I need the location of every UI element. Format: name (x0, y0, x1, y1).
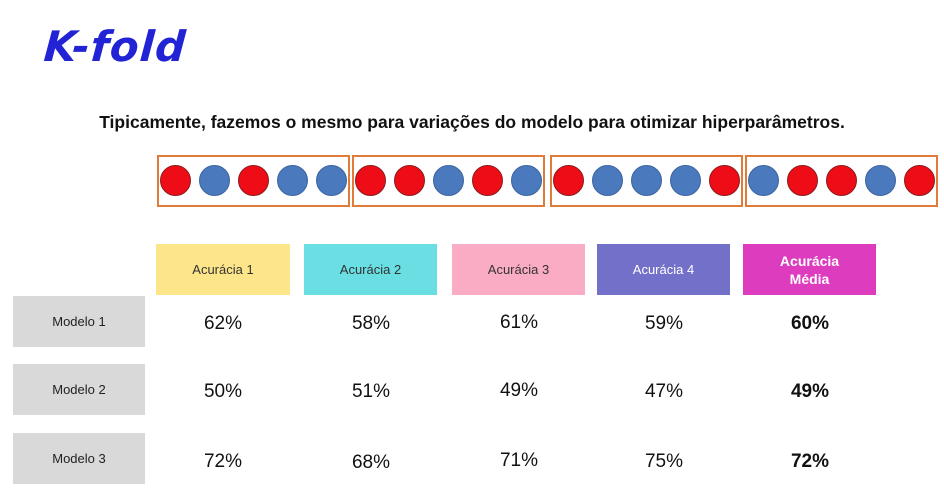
blue-sample-dot (631, 165, 662, 196)
red-sample-dot (826, 165, 857, 196)
blue-sample-dot (670, 165, 701, 196)
fold-box-4 (745, 155, 938, 207)
value-cell: 71% (499, 450, 539, 471)
value-cell: 50% (203, 381, 243, 402)
blue-sample-dot (865, 165, 896, 196)
avg-value-cell: 49% (790, 381, 830, 402)
red-sample-dot (472, 165, 503, 196)
value-cell: 72% (203, 451, 243, 472)
value-cell: 58% (351, 313, 391, 334)
header-label: Acurácia 2 (339, 262, 402, 277)
value-cell: 47% (644, 381, 684, 402)
header-label: Acurácia 1 (192, 262, 254, 277)
red-sample-dot (904, 165, 935, 196)
header-label: Acurácia 4 (632, 262, 695, 277)
slide-subtitle: Tipicamente, fazemos o mesmo para variaç… (99, 112, 845, 132)
red-sample-dot (787, 165, 818, 196)
header-acuracia-media: Acurácia Média (743, 244, 876, 295)
blue-sample-dot (277, 165, 308, 196)
avg-value-cell: 72% (790, 451, 830, 472)
red-sample-dot (394, 165, 425, 196)
blue-sample-dot (433, 165, 464, 196)
red-sample-dot (160, 165, 191, 196)
red-sample-dot (553, 165, 584, 196)
value-cell: 59% (644, 313, 684, 334)
red-sample-dot (238, 165, 269, 196)
blue-sample-dot (592, 165, 623, 196)
header-acuracia-1: Acurácia 1 (156, 244, 290, 295)
value-cell: 49% (499, 380, 539, 401)
avg-value-cell: 60% (790, 313, 830, 334)
value-cell: 75% (644, 451, 684, 472)
fold-box-2 (352, 155, 545, 207)
blue-sample-dot (199, 165, 230, 196)
row-label-modelo-2: Modelo 2 (13, 364, 145, 415)
blue-sample-dot (316, 165, 347, 196)
row-label-modelo-1: Modelo 1 (13, 296, 145, 347)
value-cell: 51% (351, 381, 391, 402)
header-label: Acurácia Média (779, 252, 840, 287)
fold-box-3 (550, 155, 743, 207)
row-label-modelo-3: Modelo 3 (13, 433, 145, 484)
header-acuracia-3: Acurácia 3 (452, 244, 585, 295)
blue-sample-dot (748, 165, 779, 196)
page-title: K-fold (42, 22, 189, 71)
header-acuracia-4: Acurácia 4 (597, 244, 730, 295)
header-acuracia-2: Acurácia 2 (304, 244, 437, 295)
blue-sample-dot (511, 165, 542, 196)
red-sample-dot (709, 165, 740, 196)
red-sample-dot (355, 165, 386, 196)
fold-box-1 (157, 155, 350, 207)
header-label: Acurácia 3 (487, 262, 550, 277)
value-cell: 61% (499, 312, 539, 333)
value-cell: 62% (203, 313, 243, 334)
value-cell: 68% (351, 452, 391, 473)
